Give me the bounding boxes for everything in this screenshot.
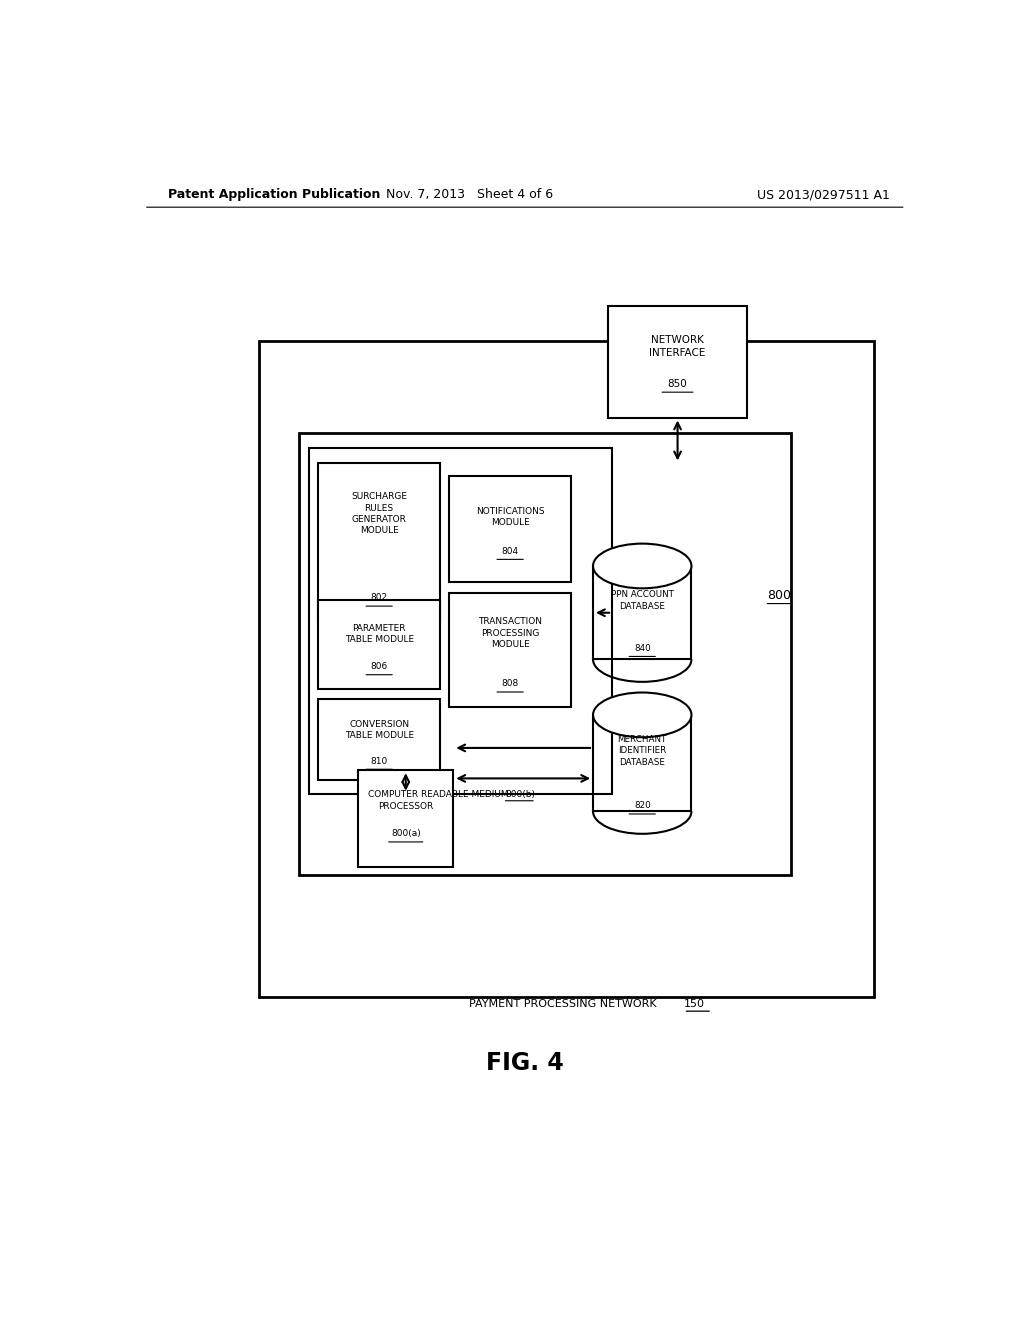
Text: 810: 810	[371, 756, 388, 766]
Text: US 2013/0297511 A1: US 2013/0297511 A1	[757, 189, 890, 202]
Text: Nov. 7, 2013   Sheet 4 of 6: Nov. 7, 2013 Sheet 4 of 6	[386, 189, 553, 202]
Text: NETWORK
INTERFACE: NETWORK INTERFACE	[649, 335, 706, 358]
Text: 804: 804	[502, 546, 519, 556]
Text: 800: 800	[767, 589, 791, 602]
Text: 800(a): 800(a)	[391, 829, 421, 838]
Text: FIG. 4: FIG. 4	[486, 1051, 563, 1074]
FancyBboxPatch shape	[358, 771, 454, 867]
Text: 840: 840	[634, 644, 650, 653]
Text: 820: 820	[634, 801, 650, 810]
Text: 806: 806	[371, 663, 388, 671]
FancyBboxPatch shape	[318, 463, 440, 620]
Text: PPN ACCOUNT
DATABASE: PPN ACCOUNT DATABASE	[610, 590, 674, 611]
Text: PROCESSOR: PROCESSOR	[378, 801, 433, 810]
Text: PAYMENT PROCESSING NETWORK: PAYMENT PROCESSING NETWORK	[469, 999, 660, 1008]
Text: 800(b): 800(b)	[505, 791, 535, 799]
FancyBboxPatch shape	[450, 475, 570, 582]
FancyBboxPatch shape	[259, 342, 874, 997]
Text: 150: 150	[684, 999, 705, 1008]
Text: NOTIFICATIONS
MODULE: NOTIFICATIONS MODULE	[476, 507, 545, 527]
FancyBboxPatch shape	[309, 447, 612, 793]
Text: CONVERSION
TABLE MODULE: CONVERSION TABLE MODULE	[345, 719, 414, 739]
FancyBboxPatch shape	[608, 306, 748, 417]
Text: PARAMETER
TABLE MODULE: PARAMETER TABLE MODULE	[345, 624, 414, 644]
Ellipse shape	[593, 544, 691, 589]
Text: Patent Application Publication: Patent Application Publication	[168, 189, 380, 202]
Text: COMPUTER READABLE MEDIUM: COMPUTER READABLE MEDIUM	[368, 791, 511, 799]
FancyBboxPatch shape	[450, 594, 570, 708]
FancyBboxPatch shape	[318, 700, 440, 780]
Text: 850: 850	[668, 379, 687, 389]
Text: SURCHARGE
RULES
GENERATOR
MODULE: SURCHARGE RULES GENERATOR MODULE	[351, 492, 408, 535]
Text: TRANSACTION
PROCESSING
MODULE: TRANSACTION PROCESSING MODULE	[478, 618, 542, 648]
FancyBboxPatch shape	[318, 599, 440, 689]
Text: MERCHANT
IDENTIFIER
DATABASE: MERCHANT IDENTIFIER DATABASE	[617, 735, 667, 767]
Ellipse shape	[593, 693, 691, 738]
Text: 808: 808	[502, 680, 519, 688]
Text: 802: 802	[371, 594, 388, 602]
FancyBboxPatch shape	[299, 433, 791, 875]
